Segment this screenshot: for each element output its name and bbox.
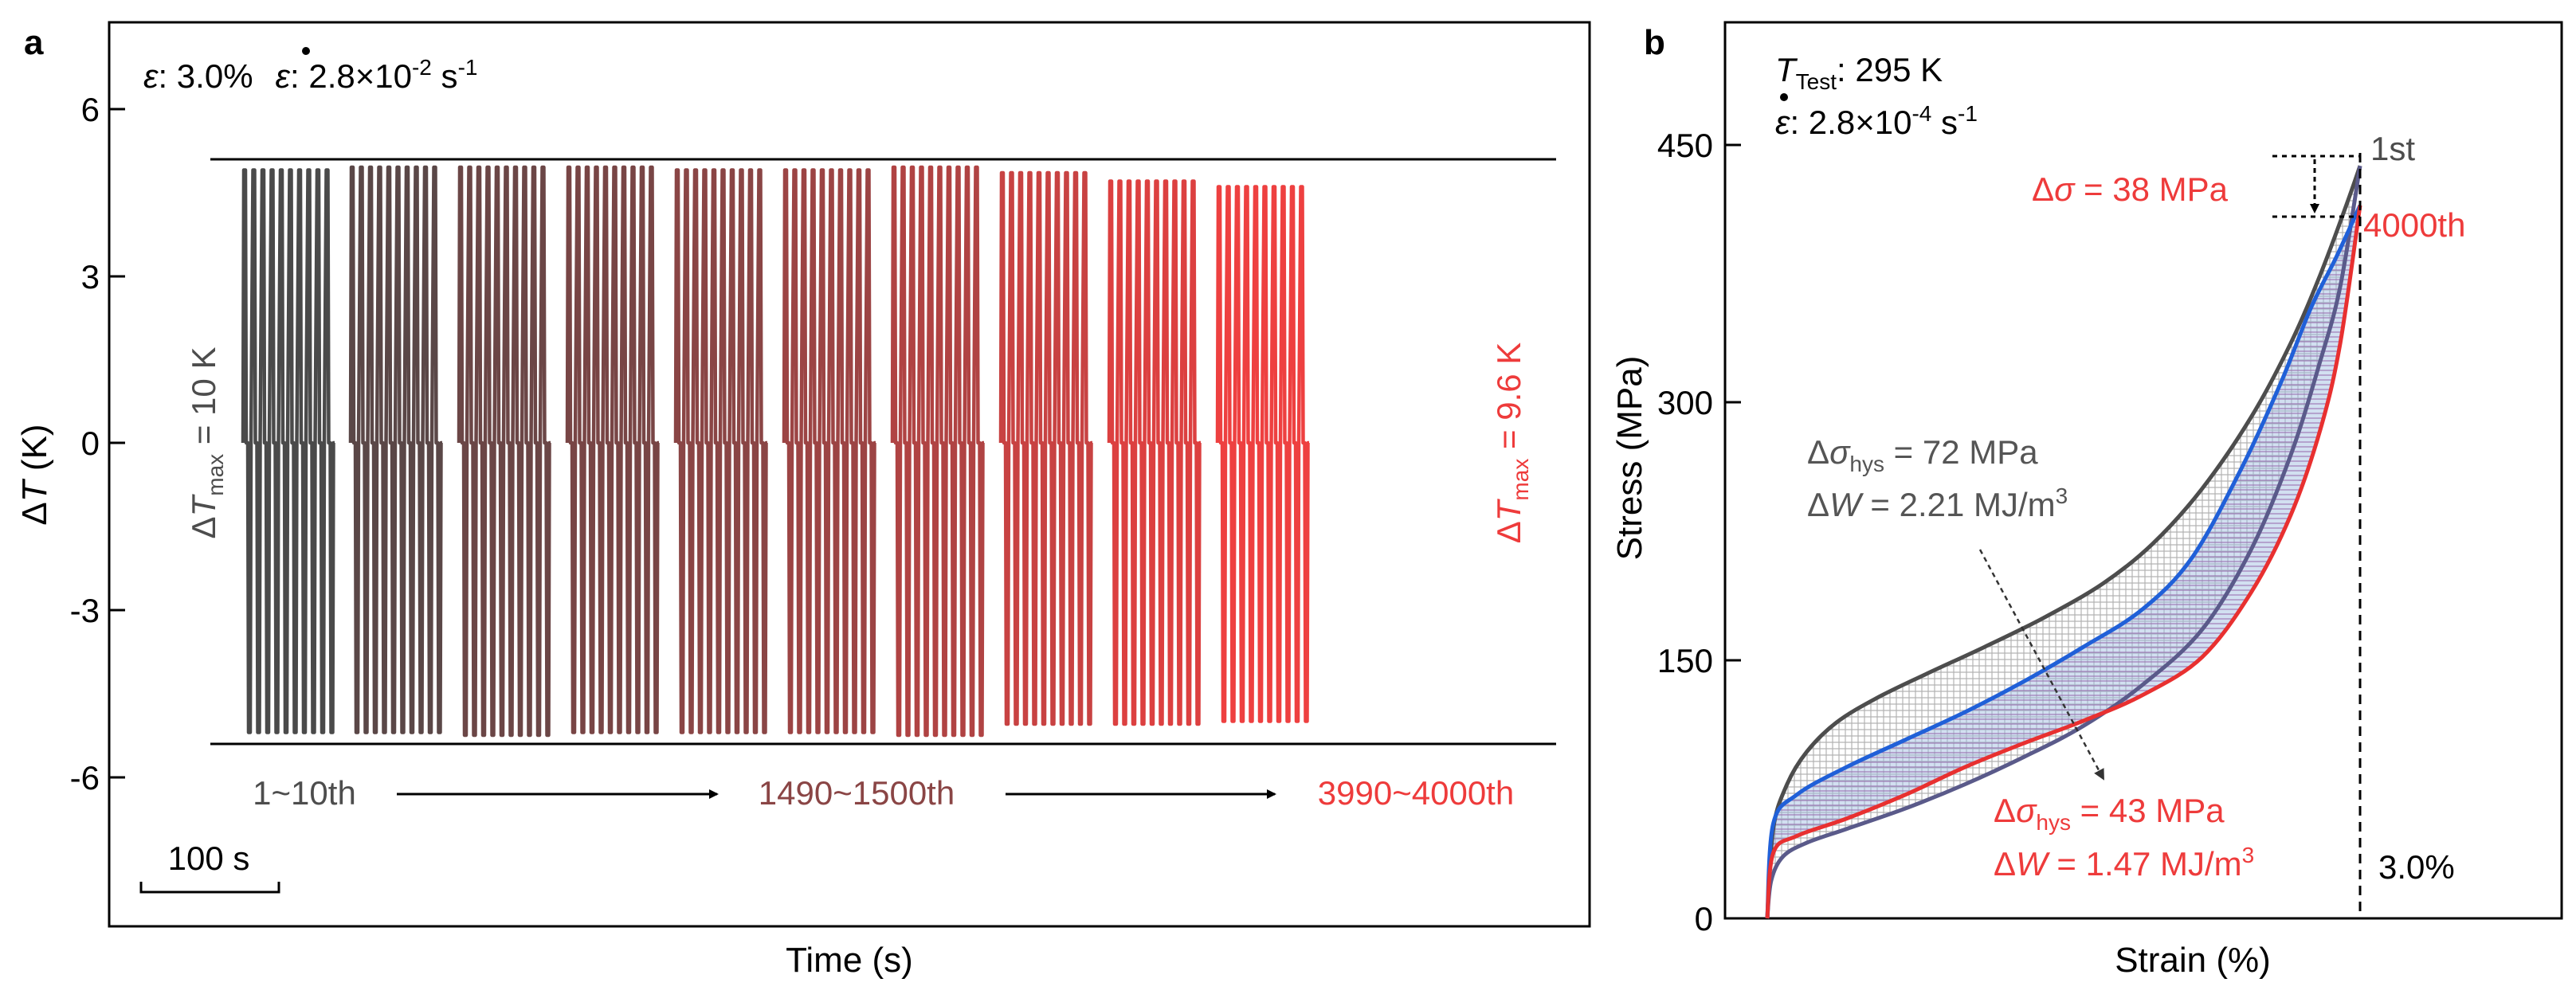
curve-4000th-loading	[1765, 204, 2362, 919]
dt-block-10	[1215, 185, 1310, 723]
range-label-2: 1490~1500th	[759, 774, 955, 812]
label-4000th: 4000th	[2363, 206, 2465, 244]
dt-block-8	[998, 170, 1093, 726]
dtmax-right-label: ΔTmax = 9.6 K	[1490, 342, 1533, 544]
hysteresis-4000th-fill	[1767, 205, 2360, 919]
panel-a-xlabel: Time (s)	[786, 941, 913, 980]
dt-block-6	[782, 168, 876, 734]
panel-b-yaxis: 450 300 150 0	[1657, 127, 1741, 937]
panel-a-ylabel: ΔT (K)	[15, 424, 54, 525]
panel-b-ylabel: Stress (MPa)	[1610, 356, 1649, 561]
dt-block-3	[457, 165, 551, 738]
dt-block-4	[565, 165, 660, 734]
w1-label: ΔW = 2.21 MJ/m3	[1807, 483, 2068, 523]
ytick-label-m6: -6	[70, 759, 100, 796]
dt-block-1	[241, 168, 335, 734]
ytick-label-0: 0	[81, 425, 100, 462]
ytick-label-450: 450	[1657, 127, 1713, 164]
panel-b-ttest: TTest: 295 K	[1775, 51, 1943, 94]
panel-a-frame	[108, 21, 1591, 928]
ytick-label-6: 6	[81, 91, 100, 128]
scalebar-label: 100 s	[168, 839, 250, 877]
panel-b-xlabel: Strain (%)	[2115, 941, 2271, 980]
strain-rate-dot-b	[1780, 93, 1788, 101]
hys2-label: Δσhys = 43 MPa	[1994, 792, 2225, 835]
ytick-label-0-b: 0	[1695, 900, 1713, 937]
ytick-label-m3: -3	[70, 592, 100, 629]
ytick-label-3: 3	[81, 258, 100, 295]
panel-a-conditions: ε: 3.0% ε: 2.8×10-2 s-1	[143, 55, 477, 95]
range-label-3: 3990~4000th	[1318, 774, 1514, 812]
curve-4000th-unloading	[1765, 205, 2362, 919]
dt-block-7	[890, 165, 985, 738]
dt-block-9	[1107, 179, 1202, 726]
ytick-label-300: 300	[1657, 384, 1713, 421]
range-label-1: 1~10th	[253, 774, 356, 812]
dt-series-group	[241, 165, 1310, 738]
scalebar	[139, 882, 280, 894]
delta-sigma-label: Δσ = 38 MPa	[2032, 170, 2229, 208]
panel-b-label: b	[1644, 23, 1665, 62]
curve-1st-loading	[1765, 165, 2362, 919]
hys1-label: Δσhys = 72 MPa	[1807, 433, 2038, 476]
strain-3pct-label: 3.0%	[2378, 848, 2455, 886]
hysteresis-1st-fill	[1767, 166, 2360, 918]
stress-strain-curves	[1765, 165, 2362, 919]
panel-b-rate: ε: 2.8×10-4 s-1	[1775, 101, 1978, 141]
w2-label: ΔW = 1.47 MJ/m3	[1994, 843, 2254, 883]
dt-block-2	[348, 165, 443, 734]
label-1st: 1st	[2370, 130, 2415, 167]
strain-rate-dot-a	[302, 47, 310, 55]
panel-a-yaxis: 6 3 0 -3 -6	[70, 91, 125, 796]
dtmax-left-label: ΔTmax = 10 K	[185, 347, 228, 539]
ytick-label-150: 150	[1657, 642, 1713, 679]
panel-a-label: a	[24, 23, 44, 62]
panel-b-frame	[1723, 21, 2563, 920]
dt-block-5	[673, 168, 768, 734]
